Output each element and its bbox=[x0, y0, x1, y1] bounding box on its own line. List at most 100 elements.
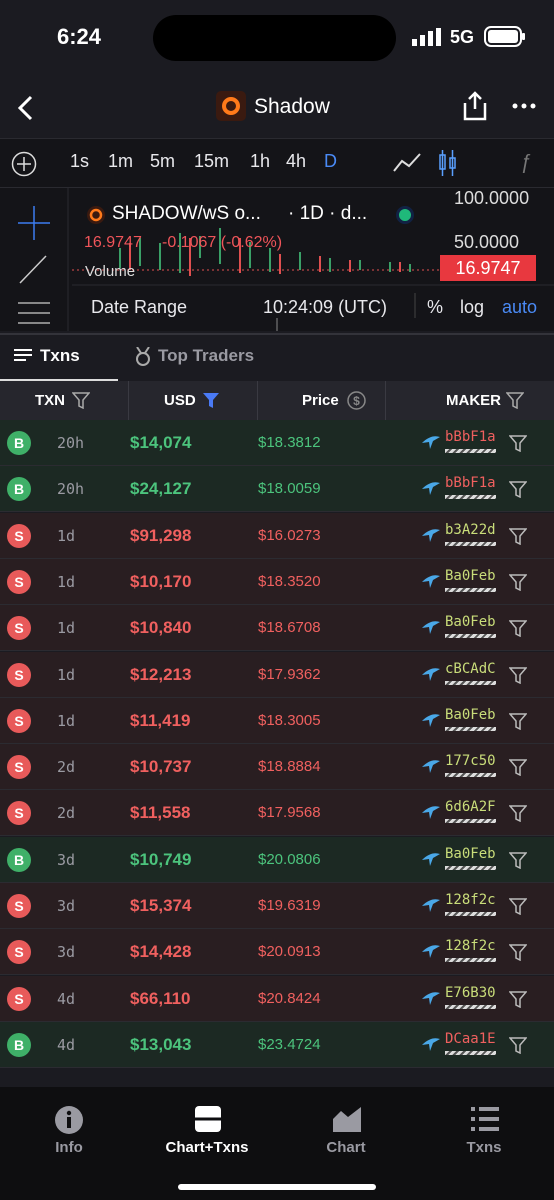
tab-underline bbox=[0, 379, 118, 382]
txn-row[interactable]: B 20h $24,127 $18.0059 bBbF1a bbox=[0, 466, 554, 513]
txn-row[interactable]: B 3d $10,749 $20.0806 Ba0Feb bbox=[0, 836, 554, 883]
txn-row[interactable]: B 4d $13,043 $23.4724 DCaa1E bbox=[0, 1021, 554, 1068]
network: 5G bbox=[450, 27, 475, 47]
row-filter[interactable] bbox=[509, 805, 527, 823]
maker[interactable]: Ba0Feb bbox=[445, 567, 496, 584]
row-filter[interactable] bbox=[509, 574, 527, 591]
maker[interactable]: 177c50 bbox=[445, 753, 496, 770]
nav-chart[interactable]: Chart bbox=[326, 1139, 366, 1156]
percent-toggle[interactable]: % bbox=[427, 297, 444, 317]
maker[interactable]: E76B30 bbox=[445, 984, 496, 1001]
usd: $10,749 bbox=[130, 849, 192, 869]
title: Shadow bbox=[254, 95, 330, 118]
currency-icon[interactable]: $ bbox=[347, 391, 366, 410]
row-filter[interactable] bbox=[509, 620, 527, 638]
maker[interactable]: 6d6A2F bbox=[445, 799, 496, 816]
txn-row[interactable]: S 1d $91,298 $16.0273 b3A22d bbox=[0, 512, 554, 559]
row-filter[interactable] bbox=[509, 1037, 527, 1054]
row-filter[interactable] bbox=[509, 713, 527, 730]
nav-chart-txns[interactable]: Chart+Txns bbox=[165, 1139, 249, 1156]
pair-logo bbox=[87, 206, 105, 224]
nav-info[interactable]: Info bbox=[55, 1139, 83, 1156]
back-button[interactable] bbox=[16, 95, 36, 121]
txn-row[interactable]: S 3d $15,374 $19.6319 128f2c bbox=[0, 883, 554, 929]
age: 1d bbox=[57, 665, 76, 684]
row-filter[interactable] bbox=[509, 481, 527, 499]
row-filter[interactable] bbox=[509, 990, 527, 1008]
row-filter[interactable] bbox=[509, 898, 527, 915]
timeframe[interactable]: 5m bbox=[150, 151, 176, 171]
filter-icon-active[interactable] bbox=[202, 392, 220, 409]
timeframe[interactable]: 1h bbox=[250, 151, 271, 171]
side-badge: S bbox=[7, 616, 31, 641]
fx-icon[interactable]: ƒ bbox=[520, 151, 532, 173]
age: 2d bbox=[57, 758, 76, 777]
row-filter[interactable] bbox=[509, 527, 527, 545]
maker-icon bbox=[422, 714, 440, 727]
filter-icon[interactable] bbox=[506, 392, 524, 409]
maker[interactable]: bBbF1a bbox=[445, 475, 496, 492]
maker[interactable]: Ba0Feb bbox=[445, 706, 496, 723]
col-maker[interactable]: MAKER bbox=[446, 392, 501, 409]
maker[interactable]: 128f2c bbox=[445, 892, 496, 908]
maker-icon bbox=[422, 436, 440, 449]
usd: $11,558 bbox=[130, 803, 191, 823]
txn-row[interactable]: S 1d $10,840 $18.6708 Ba0Feb bbox=[0, 605, 554, 652]
maker-bar bbox=[445, 819, 496, 824]
row-filter[interactable] bbox=[509, 666, 527, 684]
price: $19.6319 bbox=[258, 897, 321, 914]
col-usd[interactable]: USD bbox=[164, 392, 196, 409]
chart-decor bbox=[18, 188, 554, 331]
chart-txns-icon[interactable] bbox=[194, 1105, 222, 1133]
live-dot bbox=[396, 206, 414, 224]
candle-tool[interactable] bbox=[438, 149, 458, 177]
last-price: 16.9747 bbox=[440, 255, 536, 281]
txn-row[interactable]: S 3d $14,428 $20.0913 128f2c bbox=[0, 929, 554, 976]
nav-txns[interactable]: Txns bbox=[466, 1139, 502, 1156]
share-button[interactable] bbox=[462, 91, 488, 121]
txn-row[interactable]: S 2d $11,558 $17.9568 6d6A2F bbox=[0, 790, 554, 837]
maker[interactable]: cBCAdC bbox=[445, 660, 496, 677]
txn-row[interactable]: S 1d $10,170 $18.3520 Ba0Feb bbox=[0, 558, 554, 605]
more-button[interactable] bbox=[512, 103, 536, 109]
txn-row[interactable]: B 20h $14,074 $18.3812 bBbF1a bbox=[0, 420, 554, 466]
col-txn[interactable]: TXN bbox=[35, 392, 65, 409]
auto-toggle[interactable]: auto bbox=[502, 297, 538, 317]
price: $20.0806 bbox=[258, 850, 321, 868]
timeframe[interactable]: 1s bbox=[70, 151, 90, 171]
status-bar: 6:24 5G bbox=[0, 0, 554, 75]
age: 3d bbox=[57, 850, 76, 869]
timeframe[interactable]: 15m bbox=[194, 151, 230, 171]
price: $18.3005 bbox=[258, 711, 321, 729]
side-badge: B bbox=[7, 431, 31, 455]
maker[interactable]: DCaa1E bbox=[445, 1030, 496, 1047]
add-indicator[interactable] bbox=[11, 151, 37, 177]
row-filter[interactable] bbox=[509, 759, 527, 777]
row-filter[interactable] bbox=[509, 851, 527, 869]
maker[interactable]: 128f2c bbox=[445, 938, 496, 955]
log-toggle[interactable]: log bbox=[460, 297, 485, 317]
col-price[interactable]: Price bbox=[302, 392, 339, 409]
line-tool[interactable] bbox=[392, 151, 422, 175]
maker-icon bbox=[422, 1038, 440, 1051]
chart-icon[interactable] bbox=[332, 1105, 362, 1133]
maker[interactable]: bBbF1a bbox=[445, 429, 496, 445]
row-filter[interactable] bbox=[509, 944, 527, 962]
timeframe[interactable]: 1m bbox=[108, 151, 134, 171]
date-range[interactable]: Date Range bbox=[91, 297, 188, 317]
timeframe[interactable]: 4h bbox=[286, 151, 307, 171]
txn-row[interactable]: S 4d $66,110 $20.8424 E76B30 bbox=[0, 975, 554, 1022]
tab-txns[interactable]: Txns bbox=[40, 346, 80, 365]
info-icon[interactable] bbox=[54, 1105, 84, 1135]
txn-row[interactable]: S 1d $12,213 $17.9362 cBCAdC bbox=[0, 651, 554, 698]
maker[interactable]: Ba0Feb bbox=[445, 845, 496, 862]
txns-icon[interactable] bbox=[470, 1105, 500, 1133]
filter-icon[interactable] bbox=[72, 392, 90, 409]
txn-row[interactable]: S 2d $10,737 $18.8884 177c50 bbox=[0, 744, 554, 791]
maker[interactable]: Ba0Feb bbox=[445, 614, 496, 631]
timeframe[interactable]: D bbox=[324, 151, 337, 171]
row-filter[interactable] bbox=[509, 435, 527, 452]
maker[interactable]: b3A22d bbox=[445, 521, 496, 538]
txn-row[interactable]: S 1d $11,419 $18.3005 Ba0Feb bbox=[0, 697, 554, 744]
tab-top-traders[interactable]: Top Traders bbox=[158, 346, 255, 365]
